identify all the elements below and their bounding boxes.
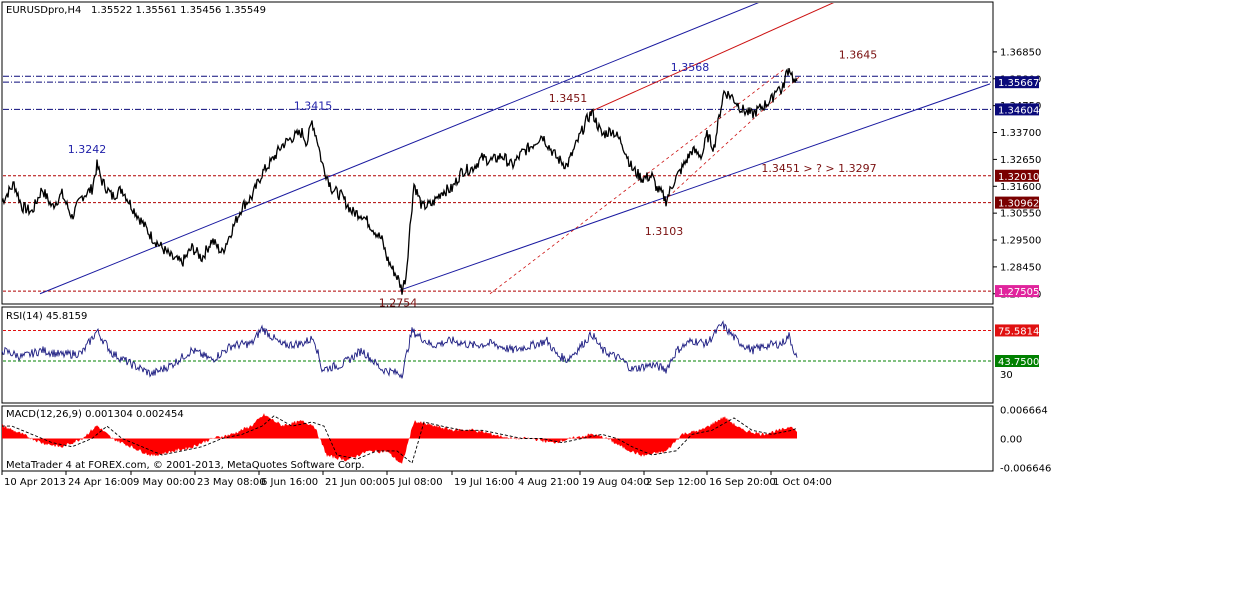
macd-tick-label: -0.006646 <box>1000 463 1051 474</box>
price-tag-box <box>995 76 1039 89</box>
price-tag-box <box>995 285 1039 298</box>
price-tag-label: 1.32010 <box>998 172 1039 183</box>
price-annotation: 1.3568 <box>671 61 710 74</box>
x-tick-label: 2 Sep 12:00 <box>646 477 706 488</box>
price-tag-label: 1.34604 <box>998 105 1039 116</box>
price-tag-label: 1.30962 <box>998 199 1039 210</box>
price-tag-label: 1.27505 <box>998 287 1039 298</box>
copyright-text: MetaTrader 4 at FOREX.com, © 2001-2013, … <box>6 460 365 471</box>
red-trend-line[interactable] <box>489 68 786 295</box>
macd-label: MACD(12,26,9) 0.001304 0.002454 <box>6 409 184 420</box>
x-tick-label: 1 Oct 04:00 <box>773 477 832 488</box>
rsi-level-label: 43.75000 <box>998 357 1046 368</box>
price-annotation: 1.2754 <box>379 297 418 310</box>
rsi-label: RSI(14) 45.8159 <box>6 311 87 322</box>
y-tick-label: 1.31600 <box>1000 182 1041 193</box>
rsi-level-label: 75.58140 <box>998 326 1046 337</box>
price-tag-box <box>995 103 1039 116</box>
main-panel[interactable] <box>1 1 994 305</box>
rsi-series-line <box>1 320 798 379</box>
price-annotation: 1.3645 <box>839 48 878 61</box>
blue-trend-line[interactable] <box>399 83 991 291</box>
price-annotation: 1.3415 <box>294 99 333 112</box>
x-tick-label: 10 Apr 2013 <box>4 477 66 488</box>
y-tick-label: 1.29500 <box>1000 236 1041 247</box>
chart-quote: 1.35522 1.35561 1.35456 1.35549 <box>91 5 266 16</box>
price-tag-box <box>995 196 1039 209</box>
y-tick-label: 1.33700 <box>1000 128 1041 139</box>
y-tick-label: 1.32650 <box>1000 155 1041 166</box>
x-tick-label: 21 Jun 00:00 <box>325 477 389 488</box>
x-tick-label: 19 Jul 16:00 <box>454 477 514 488</box>
x-tick-label: 16 Sep 20:00 <box>709 477 776 488</box>
rsi-level-tag <box>995 324 1039 337</box>
macd-tick-label: 0.00 <box>1000 435 1022 446</box>
macd-histogram-area <box>2 413 797 464</box>
macd-tick-label: 0.006664 <box>1000 406 1048 417</box>
x-tick-label: 6 Jun 16:00 <box>261 477 318 488</box>
chart-symbol: EURUSDpro,H4 <box>6 5 81 16</box>
price-tag-label: 1.35667 <box>998 78 1039 89</box>
x-tick-label: 23 May 08:00 <box>197 477 266 488</box>
x-tick-label: 5 Jul 08:00 <box>389 477 443 488</box>
rsi-level-tag <box>995 355 1039 367</box>
macd-signal-line <box>2 415 798 464</box>
price-annotation: 1.3451 > ? > 1.3297 <box>761 162 876 175</box>
price-series-line <box>1 67 798 295</box>
x-tick-label: 9 May 00:00 <box>133 477 195 488</box>
red-trend-line[interactable] <box>589 2 835 113</box>
rsi-panel[interactable] <box>1 306 994 404</box>
rsi-tick-label: 30 <box>1000 370 1013 381</box>
price-annotation: 1.3103 <box>645 225 684 238</box>
price-annotation: 1.3451 <box>549 92 588 105</box>
price-tag-box <box>995 169 1039 182</box>
price-annotation: 1.3242 <box>68 143 107 156</box>
y-tick-label: 1.36850 <box>1000 47 1041 58</box>
x-tick-label: 4 Aug 21:00 <box>518 477 579 488</box>
red-trend-line[interactable] <box>663 75 801 202</box>
y-tick-label: 1.30550 <box>1000 209 1041 220</box>
x-tick-label: 19 Aug 04:00 <box>582 477 649 488</box>
y-tick-label: 1.28450 <box>1000 262 1041 273</box>
x-tick-label: 24 Apr 16:00 <box>68 477 133 488</box>
